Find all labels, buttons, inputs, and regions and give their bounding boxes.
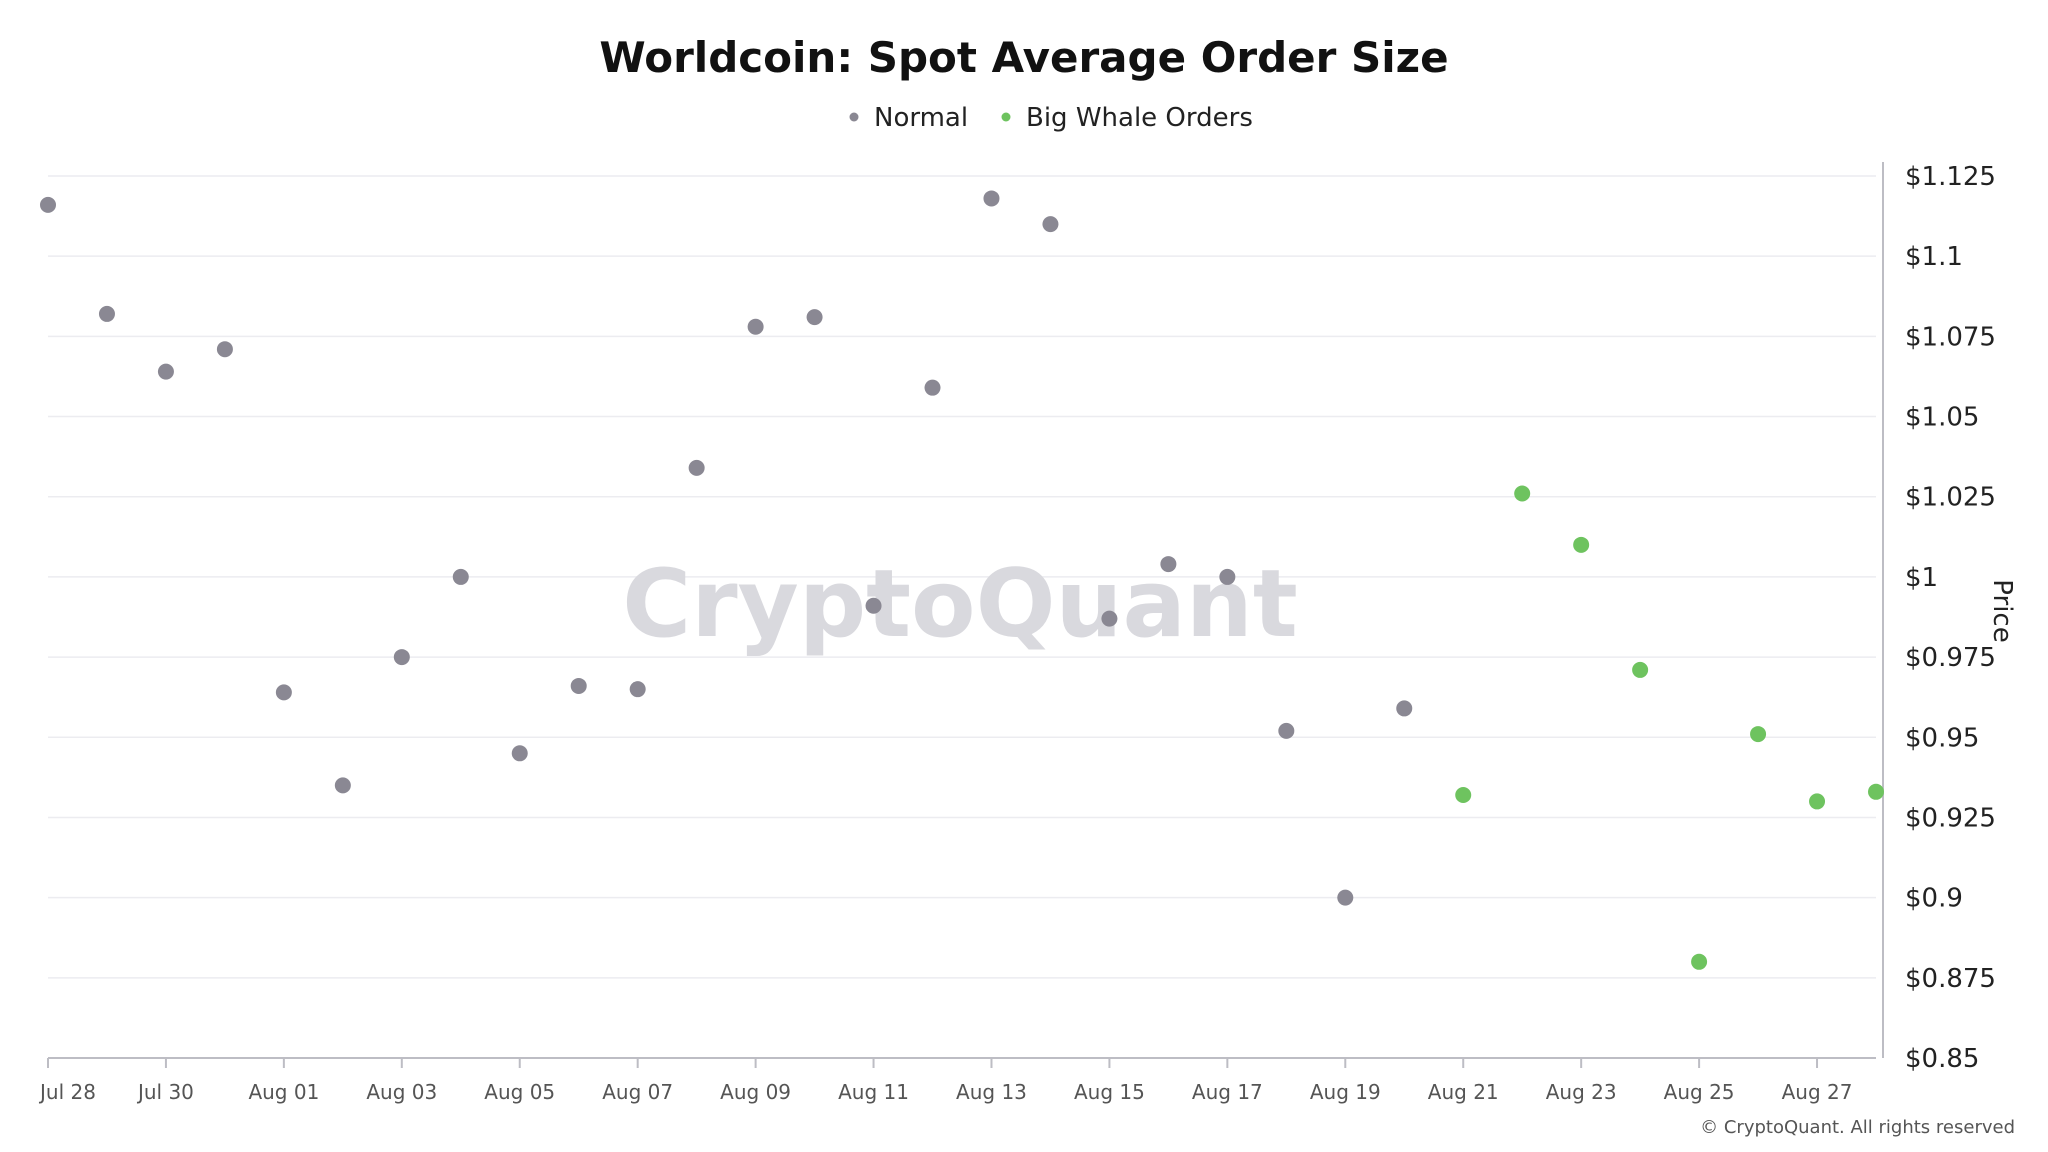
y-tick-label: $0.875 bbox=[1905, 964, 1996, 994]
y-tick-label: $0.925 bbox=[1905, 803, 1996, 833]
point-normal[interactable] bbox=[629, 681, 646, 698]
point-normal[interactable] bbox=[511, 745, 528, 762]
point-normal[interactable] bbox=[1337, 889, 1354, 906]
x-tick-label: Aug 21 bbox=[1428, 1080, 1499, 1104]
x-tick-label: Aug 25 bbox=[1664, 1080, 1735, 1104]
point-normal[interactable] bbox=[983, 190, 1000, 207]
x-tick-label: Aug 27 bbox=[1782, 1080, 1853, 1104]
copyright-notice: © CryptoQuant. All rights reserved bbox=[1700, 1117, 2015, 1138]
legend-label-normal[interactable]: Normal bbox=[874, 103, 968, 133]
chart-title: Worldcoin: Spot Average Order Size bbox=[599, 33, 1448, 82]
y-tick-label: $0.9 bbox=[1905, 884, 1963, 914]
point-big-whale-orders[interactable] bbox=[1514, 485, 1531, 502]
x-tick-label: Aug 19 bbox=[1310, 1080, 1381, 1104]
x-tick-label: Aug 15 bbox=[1074, 1080, 1145, 1104]
x-tick-label: Aug 01 bbox=[248, 1080, 319, 1104]
x-tick-label: Aug 03 bbox=[366, 1080, 437, 1104]
x-tick-label: Aug 07 bbox=[602, 1080, 673, 1104]
y-tick-label: $0.975 bbox=[1905, 643, 1996, 673]
point-normal[interactable] bbox=[747, 318, 764, 335]
y-tick-label: $1.025 bbox=[1905, 483, 1996, 513]
point-normal[interactable] bbox=[40, 196, 56, 213]
y-tick-label: $1.05 bbox=[1905, 403, 1979, 433]
point-normal[interactable] bbox=[570, 677, 587, 694]
x-tick-label: Aug 13 bbox=[956, 1080, 1027, 1104]
y-tick-label: $1 bbox=[1905, 563, 1938, 593]
y-axis-title: Price bbox=[1987, 579, 2017, 642]
point-normal[interactable] bbox=[334, 777, 351, 794]
x-tick-label: Jul 30 bbox=[136, 1080, 194, 1104]
legend-marker-normal bbox=[849, 112, 859, 122]
point-normal[interactable] bbox=[393, 649, 410, 666]
x-tick-label: Aug 17 bbox=[1192, 1080, 1263, 1104]
legend-label-big-whale-orders[interactable]: Big Whale Orders bbox=[1026, 103, 1253, 133]
point-normal[interactable] bbox=[98, 305, 115, 322]
point-normal[interactable] bbox=[216, 341, 233, 358]
point-big-whale-orders[interactable] bbox=[1573, 536, 1590, 553]
x-tick-label: Aug 09 bbox=[720, 1080, 791, 1104]
x-tick-label: Aug 11 bbox=[838, 1080, 909, 1104]
point-big-whale-orders[interactable] bbox=[1455, 787, 1472, 804]
point-normal[interactable] bbox=[806, 309, 823, 326]
point-big-whale-orders[interactable] bbox=[1750, 726, 1767, 743]
y-tick-label: $1.125 bbox=[1905, 162, 1996, 192]
point-normal[interactable] bbox=[1278, 722, 1295, 739]
point-normal[interactable] bbox=[157, 363, 174, 380]
point-big-whale-orders[interactable] bbox=[1809, 793, 1826, 810]
y-axis-ticks: $1.125 $1.1 $1.075 $1.05 $1.025 $1 $0.975 $0.95… bbox=[1905, 162, 1996, 1074]
point-big-whale-orders[interactable] bbox=[1868, 783, 1884, 800]
y-tick-label: $0.95 bbox=[1905, 723, 1979, 753]
x-tick-label: Aug 23 bbox=[1546, 1080, 1617, 1104]
y-tick-label: $1.075 bbox=[1905, 322, 1996, 352]
x-tick-label: Jul 28 bbox=[38, 1080, 96, 1104]
point-normal[interactable] bbox=[1042, 216, 1059, 233]
point-normal[interactable] bbox=[1396, 700, 1413, 717]
point-normal[interactable] bbox=[924, 379, 941, 396]
data-points bbox=[40, 190, 1884, 970]
y-tick-label: $0.85 bbox=[1905, 1044, 1979, 1074]
watermark: CryptoQuant bbox=[622, 550, 1298, 659]
point-normal[interactable] bbox=[1219, 568, 1236, 585]
y-tick-label: $1.1 bbox=[1905, 242, 1963, 272]
point-normal[interactable] bbox=[1101, 610, 1118, 627]
point-normal[interactable] bbox=[452, 568, 469, 585]
point-normal[interactable] bbox=[865, 597, 882, 614]
grid-lines bbox=[48, 175, 1876, 979]
x-tick-label: Aug 05 bbox=[484, 1080, 555, 1104]
point-normal[interactable] bbox=[688, 459, 705, 476]
point-normal[interactable] bbox=[275, 684, 292, 701]
point-big-whale-orders[interactable] bbox=[1632, 661, 1649, 678]
point-big-whale-orders[interactable] bbox=[1691, 953, 1708, 970]
point-normal[interactable] bbox=[1160, 556, 1177, 573]
legend: Normal Big Whale Orders bbox=[849, 103, 1253, 133]
legend-marker-big-whale-orders bbox=[1001, 112, 1011, 122]
x-axis-ticks: Jul 28 Jul 30 Aug 01 Aug 03 Aug 05 Aug 07 Aug … bbox=[38, 1058, 1852, 1104]
